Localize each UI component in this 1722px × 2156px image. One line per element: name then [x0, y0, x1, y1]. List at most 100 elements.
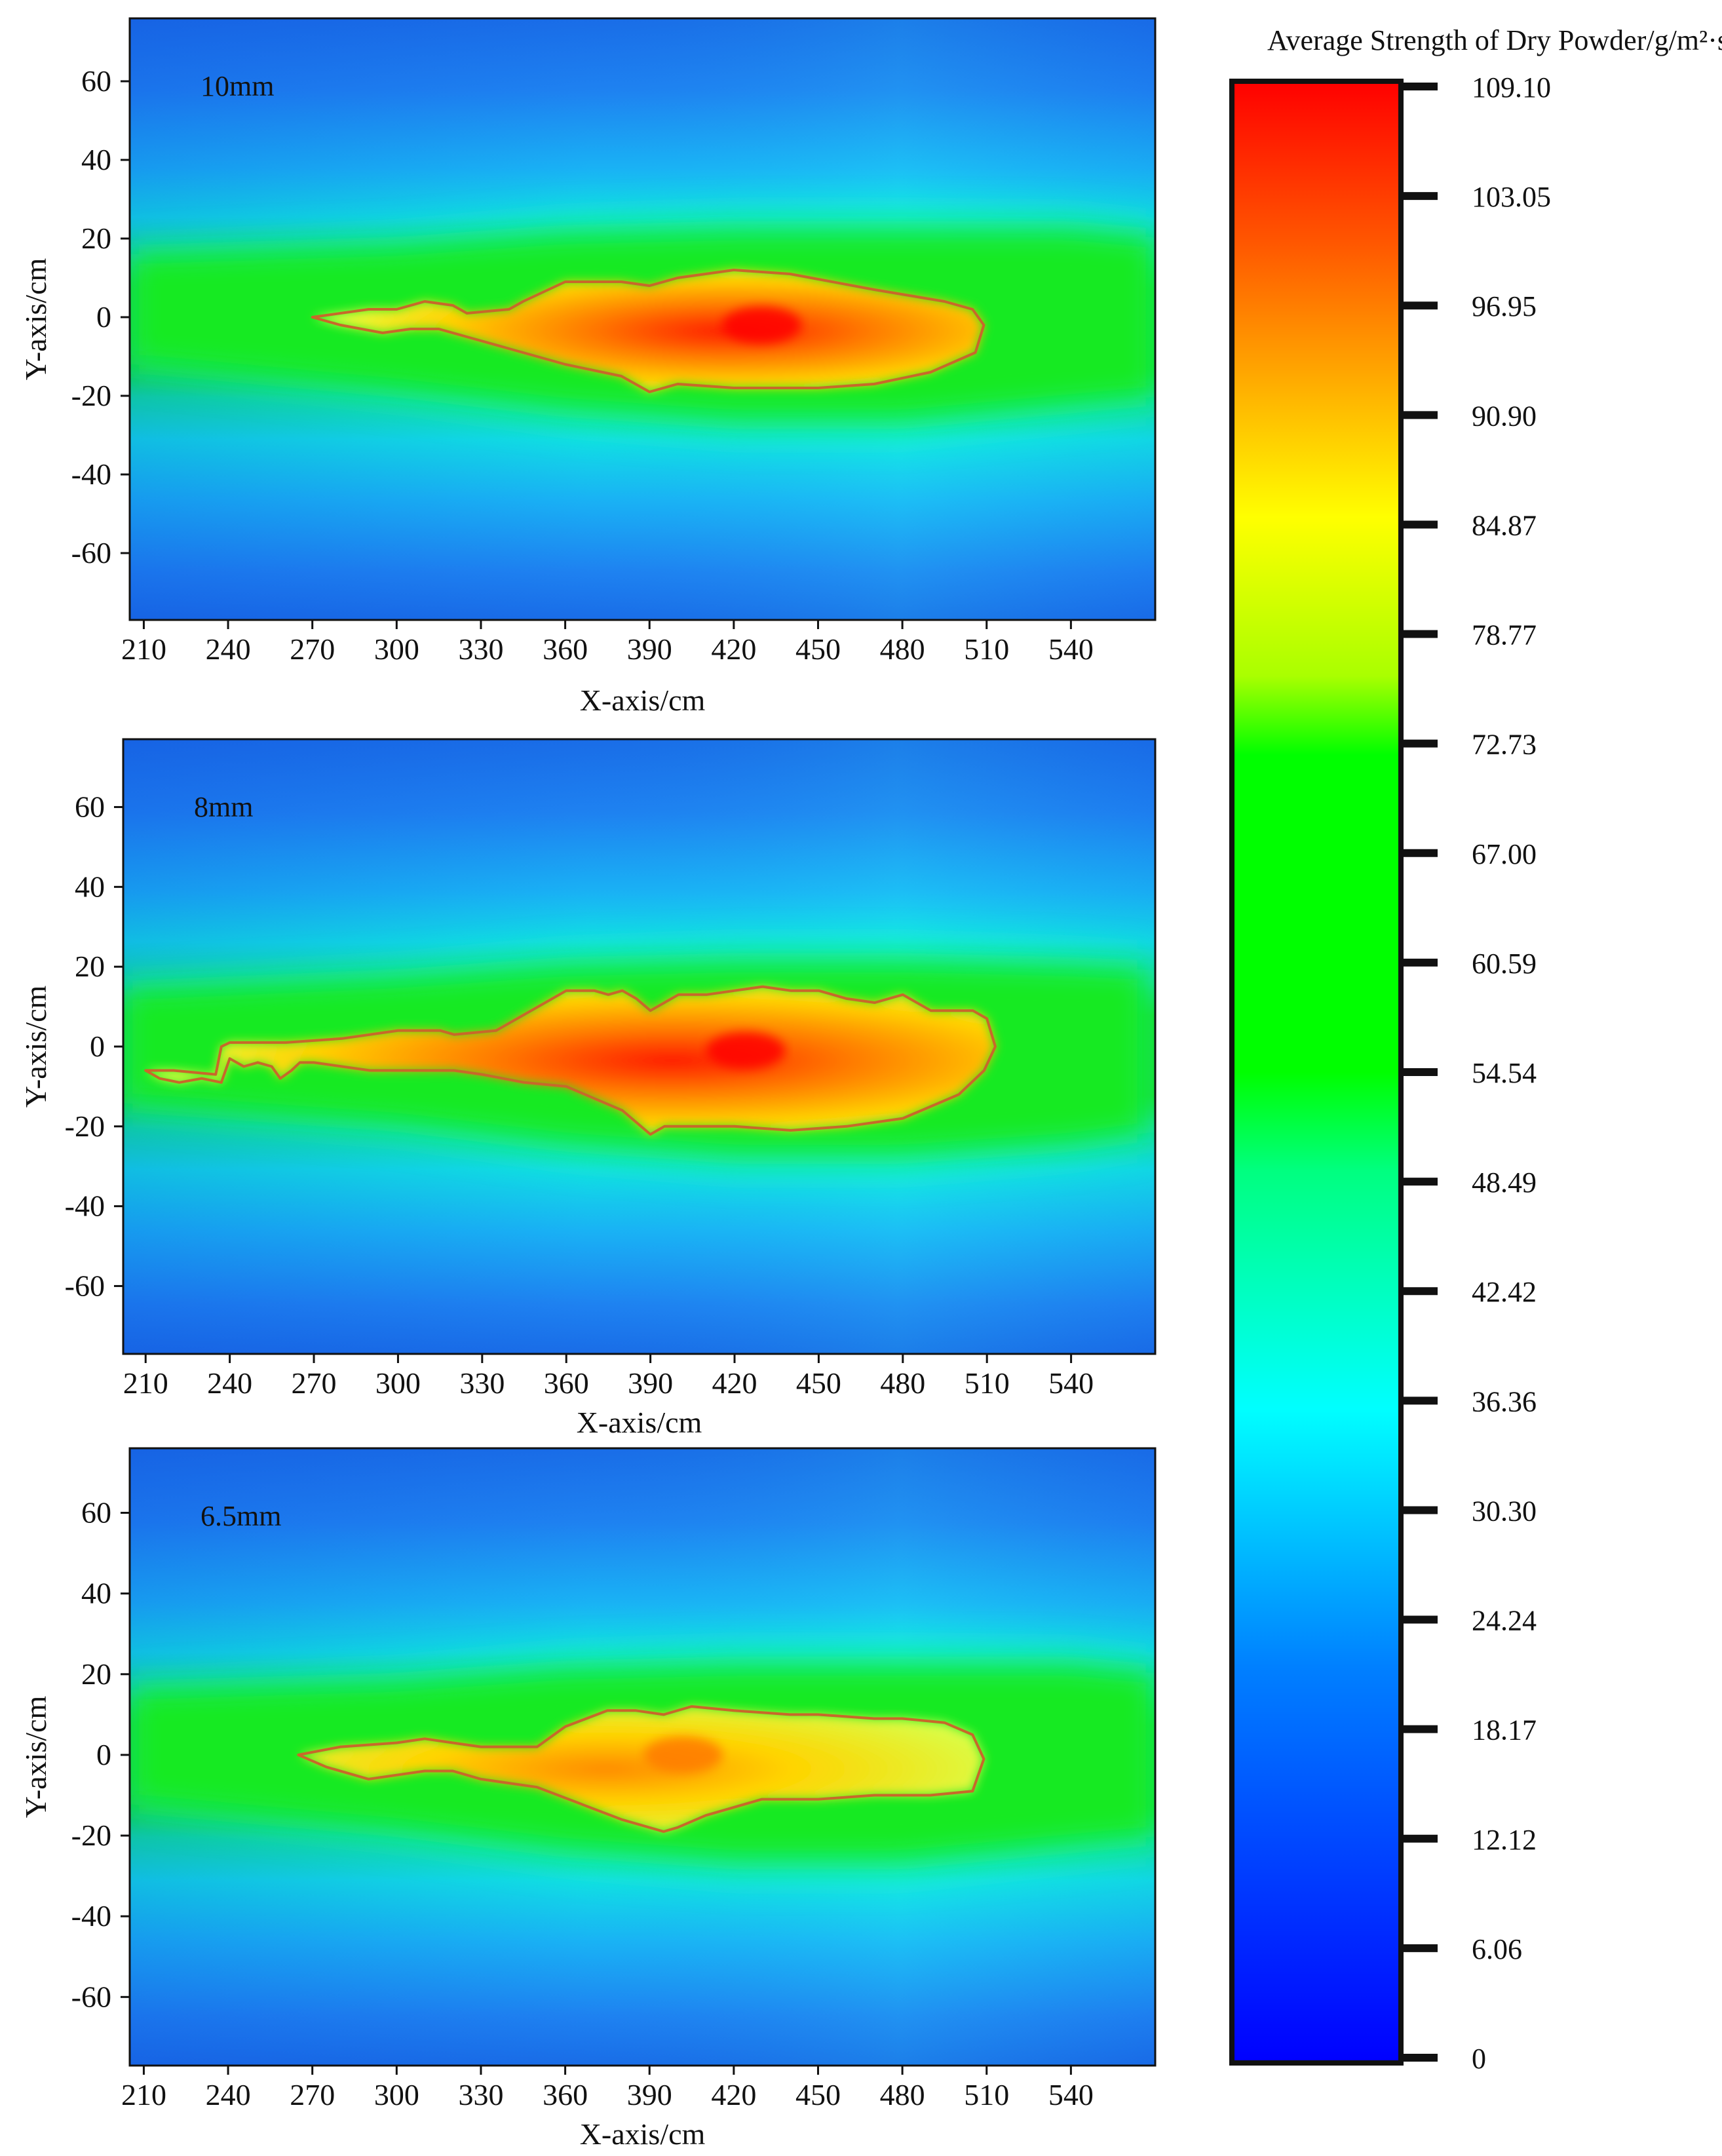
peak-hotspot — [722, 307, 801, 343]
x-tick-label: 480 — [880, 1366, 925, 1400]
core-region — [298, 1706, 984, 1832]
core-contour-line — [144, 985, 997, 1136]
colorbar-tick-label: 103.05 — [1472, 181, 1551, 213]
x-tick-label: 240 — [206, 2078, 251, 2111]
panel-label: 6.5mm — [201, 1500, 281, 1532]
x-tick-label: 420 — [711, 2078, 756, 2111]
colorbar-tick-label: 54.54 — [1472, 1057, 1537, 1089]
core-contour-line — [297, 1705, 985, 1833]
y-axis-label: Y-axis/cm — [19, 258, 52, 381]
colorbar-tick-label: 78.77 — [1472, 619, 1537, 651]
y-tick-label: 40 — [81, 143, 111, 176]
x-tick-label: 210 — [121, 2078, 166, 2111]
y-axis-label: Y-axis/cm — [19, 986, 52, 1108]
y-tick-label: 40 — [75, 870, 105, 903]
x-tick-label: 510 — [965, 1366, 1010, 1400]
x-tick-label: 270 — [290, 632, 335, 666]
x-tick-label: 450 — [795, 632, 841, 666]
y-tick-label: 60 — [75, 790, 105, 824]
y-tick-label: -60 — [65, 1269, 105, 1302]
colorbar-tick-label: 84.87 — [1472, 509, 1537, 541]
x-tick-label: 540 — [1048, 2078, 1094, 2111]
colorbar-tick-label: 42.42 — [1472, 1276, 1537, 1308]
y-tick-label: -40 — [71, 1899, 111, 1933]
colorbar-tick-label: 67.00 — [1472, 838, 1537, 870]
heatmap-field — [130, 1448, 1155, 2066]
y-tick-label: 20 — [75, 950, 105, 983]
y-tick-label: 0 — [96, 1738, 111, 1771]
x-tick-label: 510 — [964, 632, 1009, 666]
colorbar-tick-label: 30.30 — [1472, 1495, 1537, 1527]
x-tick-label: 360 — [543, 2078, 588, 2111]
colorbar-tick-label: 36.36 — [1472, 1385, 1537, 1417]
y-tick-label: 40 — [81, 1577, 111, 1610]
colorbar-title: Average Strength of Dry Powder/g/m²·s — [1267, 24, 1722, 56]
colorbar: Average Strength of Dry Powder/g/m²·s 10… — [1229, 24, 1722, 2075]
core-region — [145, 986, 996, 1134]
panel-label: 8mm — [194, 791, 253, 823]
y-tick-label: 0 — [90, 1030, 105, 1063]
panel-label: 10mm — [201, 70, 274, 102]
peak-hotspot — [643, 1736, 723, 1773]
x-tick-label: 240 — [206, 632, 251, 666]
x-tick-label: 540 — [1048, 1366, 1094, 1400]
x-tick-label: 480 — [880, 632, 925, 666]
x-tick-label: 270 — [292, 1366, 337, 1400]
x-tick-label: 450 — [795, 2078, 841, 2111]
x-tick-label: 210 — [123, 1366, 168, 1400]
y-tick-label: -20 — [65, 1109, 105, 1143]
heatmap-field — [130, 18, 1155, 620]
y-tick-label: -60 — [71, 1980, 111, 2013]
colorbar-tick-label: 12.12 — [1472, 1824, 1537, 1856]
heatmap-field — [123, 739, 1155, 1354]
x-tick-label: 330 — [458, 632, 503, 666]
y-tick-label: -60 — [71, 536, 111, 569]
colorbar-tick-label: 90.90 — [1472, 400, 1537, 432]
y-tick-label: -40 — [71, 457, 111, 491]
x-tick-label: 510 — [964, 2078, 1009, 2111]
x-axis-label: X-axis/cm — [580, 683, 706, 717]
colorbar-tick-label: 96.95 — [1472, 290, 1537, 322]
y-tick-label: 0 — [96, 300, 111, 334]
y-tick-label: 60 — [81, 1496, 111, 1530]
colorbar-tick-label: 18.17 — [1472, 1714, 1537, 1746]
x-tick-label: 300 — [374, 2078, 419, 2111]
colorbar-gradient — [1229, 79, 1404, 2066]
x-tick-label: 210 — [121, 632, 166, 666]
y-tick-label: -40 — [65, 1189, 105, 1223]
x-tick-label: 300 — [374, 632, 419, 666]
core-region — [312, 270, 984, 392]
x-tick-label: 420 — [711, 632, 756, 666]
x-tick-label: 450 — [796, 1366, 841, 1400]
x-axis-label: X-axis/cm — [580, 2117, 706, 2151]
x-tick-label: 240 — [207, 1366, 252, 1400]
x-tick-label: 480 — [880, 2078, 925, 2111]
heatmap-panel-3: 6.5mm 210 240 270 300 330 360 390 420 450 480 510 54… — [19, 1447, 1157, 2151]
x-tick-label: 420 — [712, 1366, 757, 1400]
peak-hotspot — [706, 1032, 786, 1069]
y-tick-label: 20 — [81, 1657, 111, 1691]
x-tick-label: 390 — [627, 632, 672, 666]
x-tick-label: 360 — [544, 1366, 589, 1400]
x-axis-label: X-axis/cm — [577, 1406, 702, 1439]
heatmap-panel-2: 8mm 210 240 270 300 330 360 390 420 450 480 510 540 6… — [19, 738, 1157, 1439]
colorbar-tick-label: 6.06 — [1472, 1933, 1522, 1965]
plot-frame — [128, 1447, 1157, 2067]
core-contour-line — [311, 269, 985, 393]
y-axis-label: Y-axis/cm — [19, 1696, 52, 1819]
colorbar-tick-label: 109.10 — [1472, 71, 1551, 104]
y-tick-label: 60 — [81, 64, 111, 98]
x-tick-label: 360 — [543, 632, 588, 666]
x-tick-label: 330 — [459, 1366, 505, 1400]
x-tick-label: 300 — [375, 1366, 421, 1400]
y-tick-label: 20 — [81, 221, 111, 255]
y-tick-label: -20 — [71, 379, 111, 412]
colorbar-tick-label: 60.59 — [1472, 948, 1537, 980]
colorbar-tick-label: 48.49 — [1472, 1166, 1537, 1199]
x-tick-label: 390 — [628, 1366, 673, 1400]
plot-frame — [128, 17, 1157, 621]
colorbar-tick-label: 24.24 — [1472, 1605, 1537, 1637]
x-tick-label: 540 — [1048, 632, 1094, 666]
x-tick-label: 330 — [458, 2078, 503, 2111]
